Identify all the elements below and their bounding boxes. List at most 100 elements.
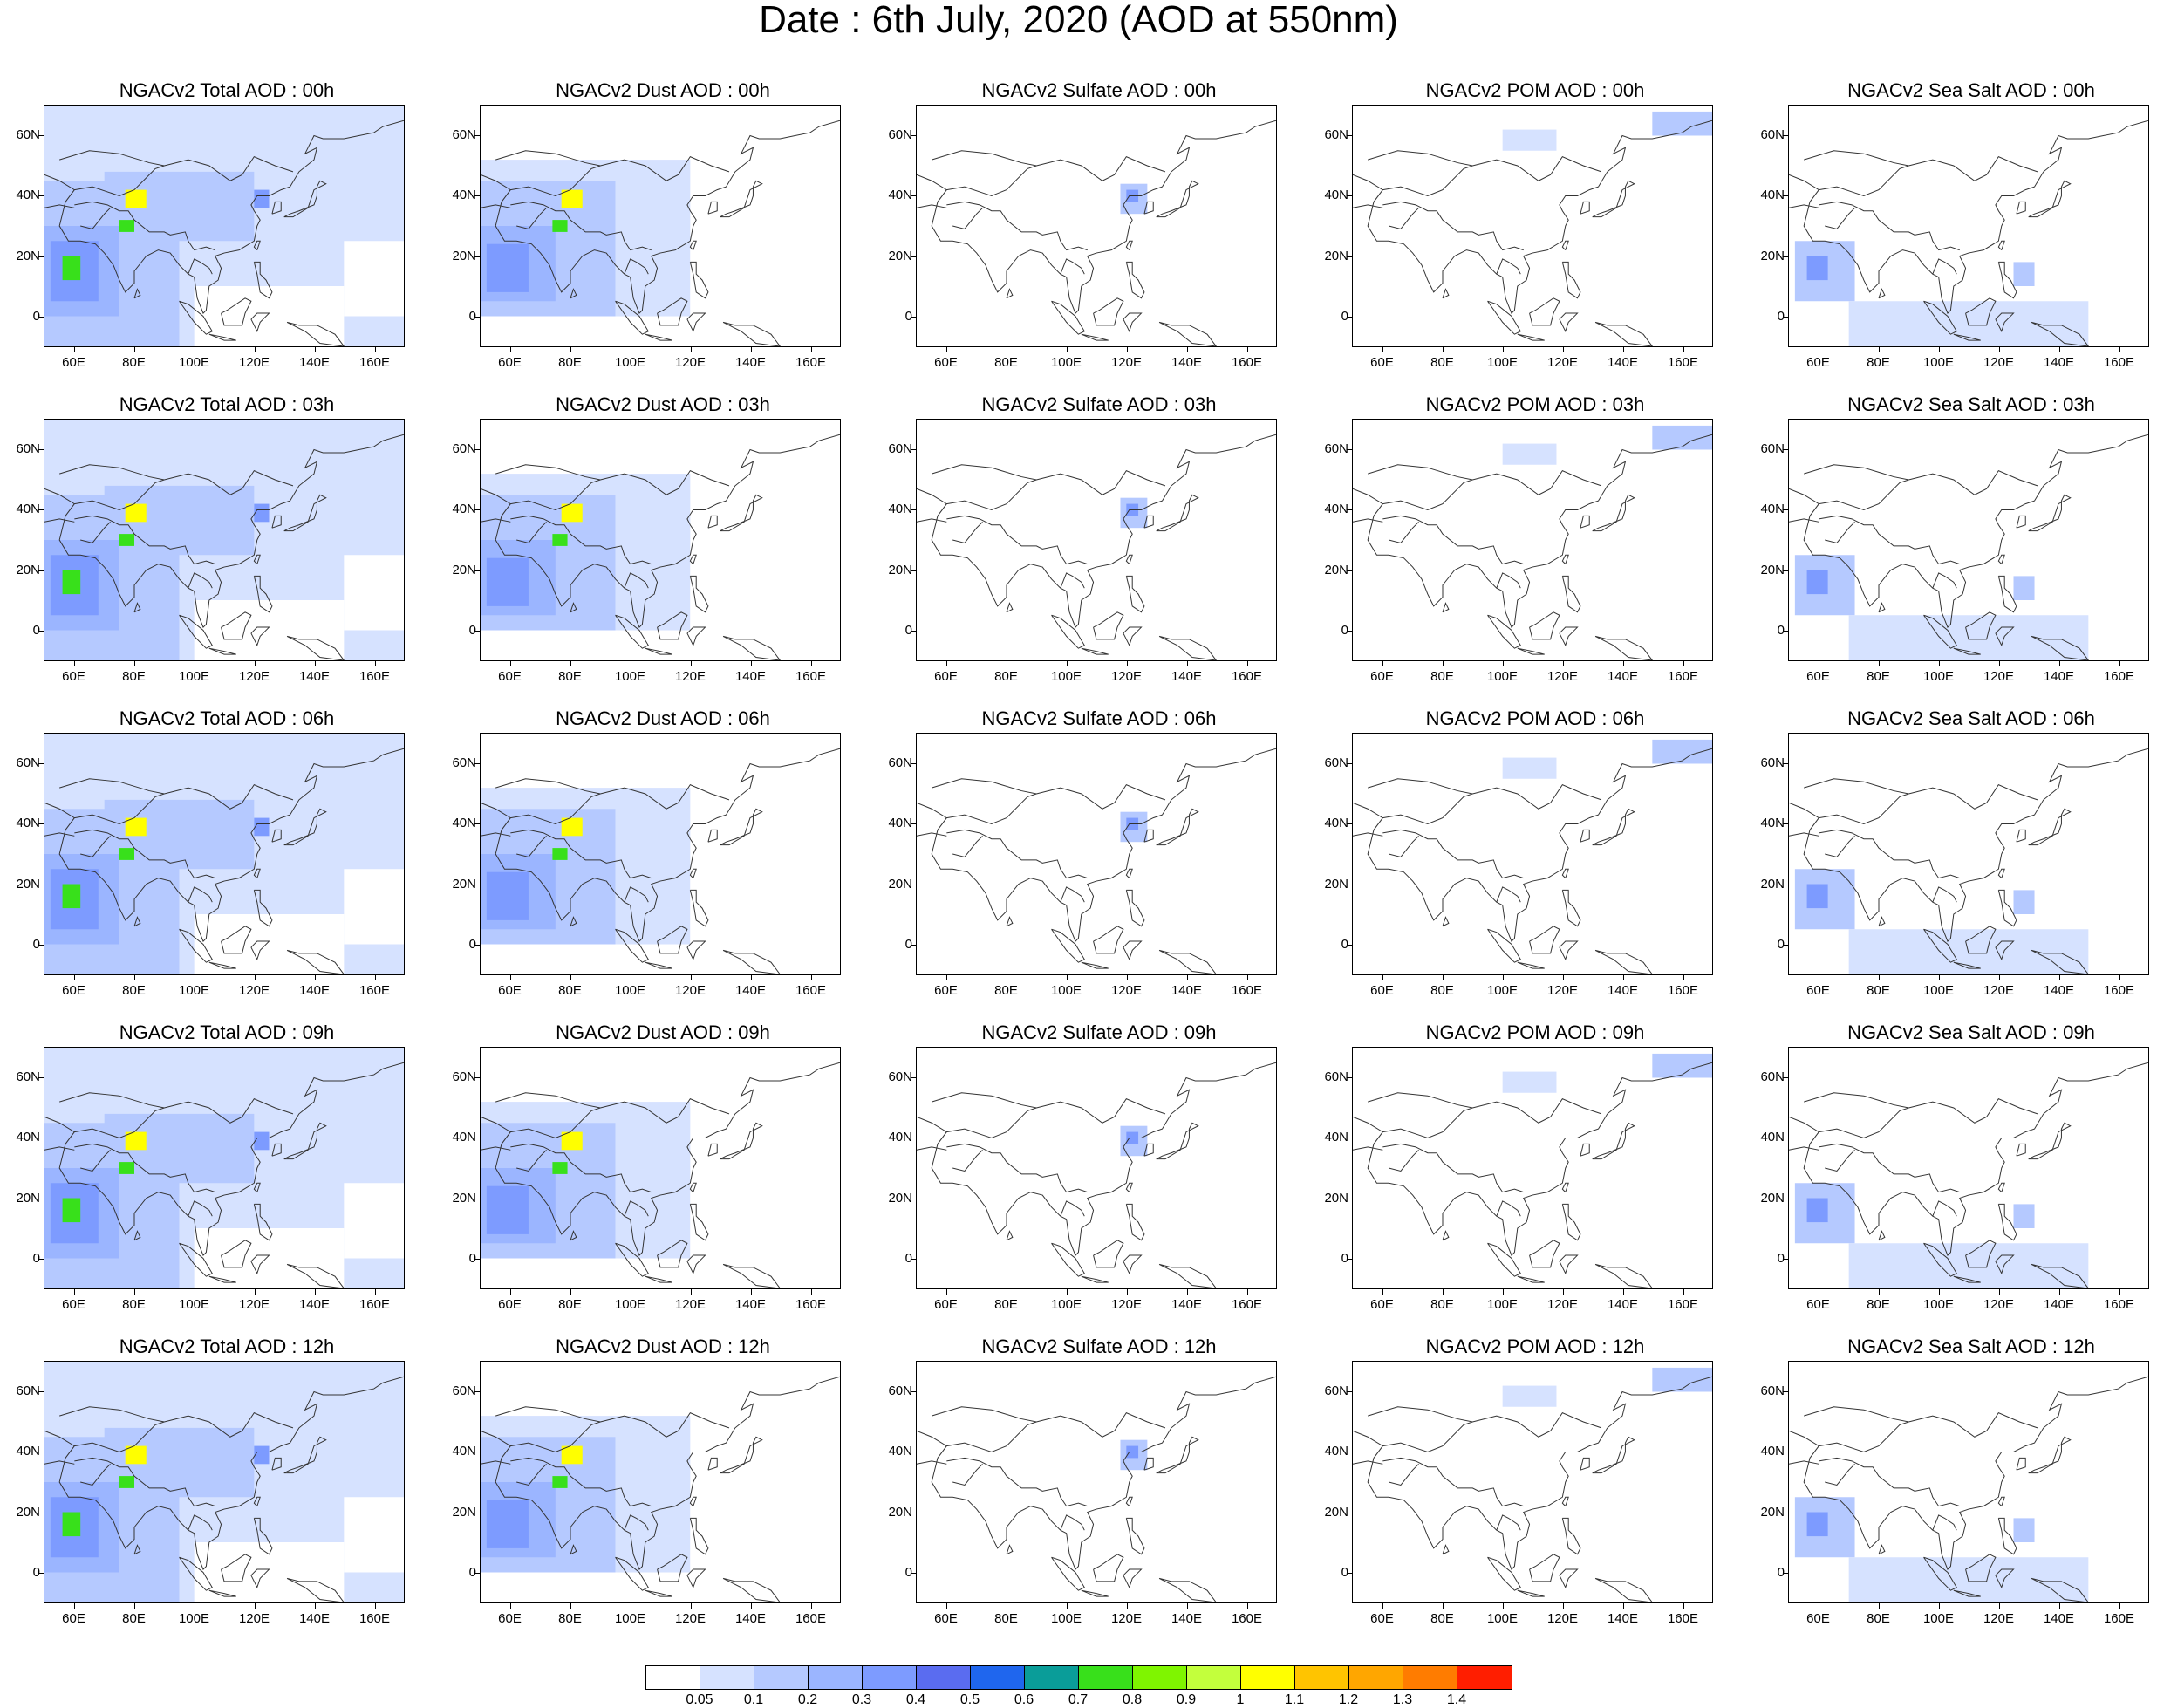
map-panel-dust-09h: NGACv2 Dust AOD : 09h 60N 40N 20N 0 60E 80E 100…	[452, 1021, 872, 1335]
lon-tick-label: 60E	[934, 1297, 958, 1312]
coastline	[917, 434, 1276, 628]
lon-tick-label: 80E	[994, 669, 1018, 684]
colorbar-swatch	[917, 1666, 971, 1689]
coastline	[253, 868, 261, 878]
lon-tick	[2119, 1603, 2120, 1609]
aod-field-cell	[1502, 1071, 1557, 1093]
aod-field-cell	[486, 1185, 529, 1234]
map-area	[44, 733, 405, 975]
coastline	[283, 1436, 327, 1474]
panel-title: NGACv2 POM AOD : 00h	[1425, 79, 1645, 101]
lat-tick-label: 20N	[452, 876, 476, 892]
aod-field-cell	[254, 817, 270, 837]
lon-tick	[1562, 661, 1564, 666]
aod-field-cell	[1806, 884, 1828, 909]
aod-field-cell	[1502, 129, 1557, 151]
coastline	[250, 940, 270, 961]
map-panel-total-09h: NGACv2 Total AOD : 09h 60N 40N 20N 0 60E 80E 10…	[16, 1021, 436, 1335]
lon-tick-label: 80E	[994, 355, 1018, 370]
lat-tick-label: 40N	[1324, 1130, 1348, 1145]
lon-tick-label: 100E	[614, 983, 646, 998]
lat-tick	[1347, 945, 1352, 946]
country-border	[510, 1412, 730, 1453]
country-border	[495, 150, 601, 167]
country-border	[1496, 1200, 1521, 1217]
country-border	[1804, 778, 1909, 795]
coastline	[1592, 1122, 1635, 1160]
map-panel-dust-06h: NGACv2 Dust AOD : 06h 60N 40N 20N 0 60E 80E 100…	[452, 707, 872, 1021]
coastline	[1594, 1263, 1653, 1288]
country-border	[74, 201, 215, 251]
country-border	[188, 886, 213, 903]
lat-tick	[38, 945, 44, 946]
country-border	[495, 1406, 601, 1423]
lat-tick	[1783, 945, 1788, 946]
lon-tick	[1246, 1603, 1248, 1609]
coastline	[1789, 1376, 2148, 1570]
aod-field-cell	[2013, 262, 2035, 286]
aod-map	[44, 1362, 404, 1602]
lon-tick	[1878, 975, 1880, 980]
lat-tick	[38, 1390, 44, 1392]
country-border	[952, 521, 983, 544]
lon-tick-label: 140E	[1171, 1611, 1203, 1626]
country-border	[1496, 258, 1521, 275]
lon-tick-label: 100E	[1486, 355, 1519, 370]
lon-tick	[1382, 975, 1383, 980]
country-border	[917, 518, 947, 523]
lon-tick-label: 120E	[238, 669, 270, 684]
lon-tick-label: 140E	[298, 355, 331, 370]
aod-field-cell	[1806, 1512, 1828, 1537]
panel-title: NGACv2 Sulfate AOD : 12h	[981, 1336, 1217, 1357]
lat-tick	[474, 1259, 480, 1261]
coastline	[2031, 321, 2089, 346]
lat-tick	[474, 945, 480, 946]
map-area	[1352, 1361, 1713, 1603]
colorbar-swatch	[1349, 1666, 1403, 1689]
lon-tick	[570, 1289, 571, 1295]
country-border	[1819, 829, 1960, 879]
lat-tick-label: 40N	[1760, 188, 1785, 203]
country-border	[1819, 784, 2038, 825]
lon-tick	[690, 1289, 692, 1295]
coastline	[570, 288, 577, 299]
coastline	[250, 626, 270, 647]
coastline	[1517, 961, 1545, 969]
map-panel-dust-03h: NGACv2 Dust AOD : 03h 60N 40N 20N 0 60E 80E 100…	[452, 393, 872, 707]
country-border	[1060, 886, 1085, 903]
aod-field-cell	[62, 1512, 81, 1537]
panel-title: NGACv2 Sulfate AOD : 06h	[981, 707, 1217, 729]
coastline	[1995, 940, 2015, 961]
country-border	[188, 258, 213, 275]
country-border	[1932, 258, 1957, 275]
colorbar-swatch	[1241, 1666, 1295, 1689]
colorbar-label: 1.2	[1338, 1692, 1359, 1707]
country-border	[516, 1149, 547, 1172]
lon-tick-label: 80E	[1430, 1297, 1454, 1312]
lon-tick	[2119, 347, 2120, 352]
country-border	[59, 1092, 165, 1109]
coastline	[2016, 1457, 2026, 1471]
coastline	[689, 554, 697, 564]
map-panel-seasalt-03h: NGACv2 Sea Salt AOD : 03h 60N 40N 20N 0 60E 80…	[1760, 393, 2157, 707]
aod-field-cell	[486, 243, 529, 292]
lat-tick-label: 60N	[16, 126, 40, 142]
coastline	[645, 647, 672, 655]
lon-tick-label: 140E	[734, 355, 767, 370]
coastline	[720, 1436, 763, 1474]
coastline	[689, 240, 697, 250]
lon-tick	[73, 1289, 75, 1295]
country-border	[59, 464, 165, 481]
aod-map	[917, 1376, 1276, 1602]
coastline	[1081, 333, 1109, 341]
aod-field-cell	[119, 220, 134, 232]
lat-tick-label: 40N	[1760, 816, 1785, 831]
country-border	[80, 835, 111, 858]
coastline	[1561, 554, 1569, 564]
lat-tick	[1347, 762, 1352, 764]
lat-tick-label: 60N	[1760, 1069, 1785, 1084]
country-border	[1382, 515, 1524, 565]
coastline	[657, 1554, 688, 1582]
lat-tick-label: 0	[32, 309, 40, 325]
coastline	[689, 1496, 697, 1506]
